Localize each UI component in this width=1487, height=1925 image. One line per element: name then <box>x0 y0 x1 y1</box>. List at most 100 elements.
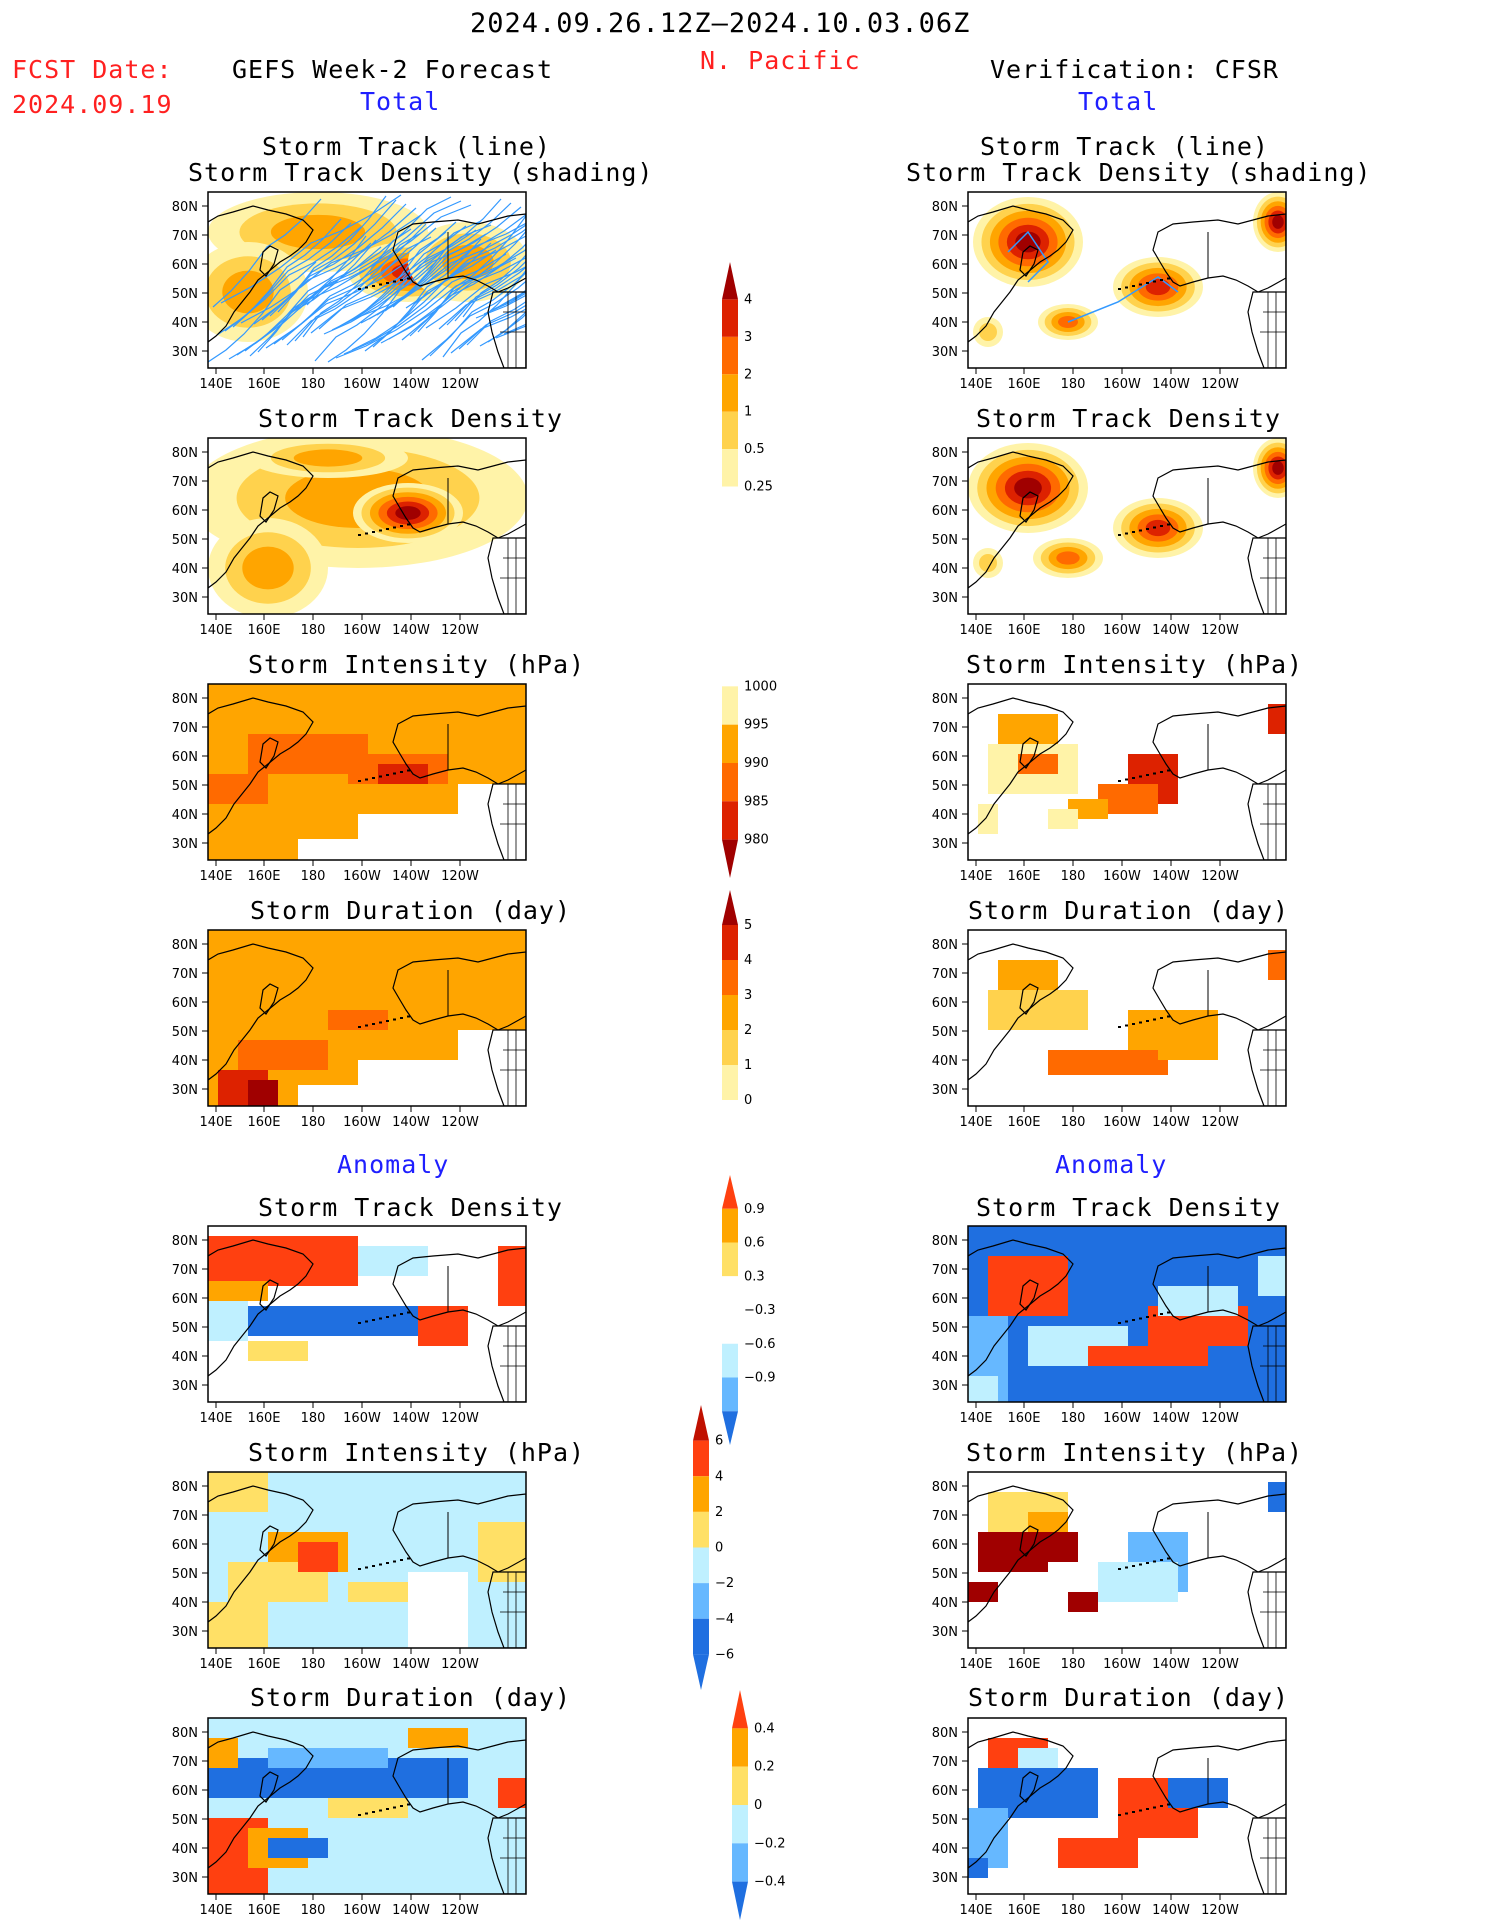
grid-cell <box>208 1602 268 1648</box>
storm-track-line <box>462 254 526 318</box>
lon-label: 160W <box>343 1657 381 1672</box>
lon-label: 180 <box>1061 869 1086 884</box>
lon-label: 140W <box>1152 1903 1190 1918</box>
lon-label: 160W <box>1103 869 1141 884</box>
coastline <box>1019 491 1039 523</box>
lon-label: 140W <box>392 869 430 884</box>
lat-label: 40N <box>172 1350 198 1365</box>
storm-track-line <box>208 261 317 363</box>
island <box>379 1021 382 1024</box>
lon-label: 160W <box>343 1411 381 1426</box>
right-track-shading-title: Storm Track Density (shading) <box>906 158 1372 187</box>
lat-label: 80N <box>172 1234 198 1249</box>
island <box>1125 1812 1128 1815</box>
island <box>1139 1563 1142 1566</box>
lon-label: 160W <box>1103 377 1141 392</box>
lon-label: 140E <box>959 1411 992 1426</box>
island <box>1132 1023 1135 1025</box>
coastline <box>1019 737 1039 769</box>
lon-label: 120W <box>441 869 479 884</box>
lon-label: 180 <box>1061 377 1086 392</box>
grid-cell <box>498 1246 526 1306</box>
lon-label: 140E <box>959 1657 992 1672</box>
right-duration-panel: 80N 70N 60N 50N 40N 30N 140E 160E 180 160W 140W 120… <box>932 929 1287 1130</box>
coastline <box>392 213 526 293</box>
lon-label: 160W <box>343 377 381 392</box>
lat-label: 40N <box>932 1842 958 1857</box>
island <box>1125 1566 1128 1569</box>
lon-label: 160W <box>1103 623 1141 638</box>
coastline <box>968 205 1074 343</box>
lat-label: 30N <box>172 1871 198 1886</box>
left-duration-anom-panel-field <box>208 1718 526 1894</box>
island <box>1132 531 1135 533</box>
storm-track-line <box>331 229 477 331</box>
forecast-period: 2024.09.26.12Z–2024.10.03.06Z <box>470 8 971 39</box>
island <box>372 777 375 779</box>
density-shading <box>1272 461 1284 475</box>
storm-track-line <box>323 233 487 335</box>
lon-label: 160W <box>1103 1657 1141 1672</box>
grid-cell <box>208 1281 268 1301</box>
lon-label: 140E <box>199 623 232 638</box>
map-frame <box>967 1717 1287 1895</box>
storm-track-line <box>458 304 526 350</box>
grid-cell <box>208 1236 358 1286</box>
grid-cell <box>418 1306 468 1346</box>
island <box>393 772 396 775</box>
grid-cell <box>268 1838 328 1858</box>
lon-label: 140E <box>959 377 992 392</box>
right-duration-panel-field <box>968 930 1286 1106</box>
grid-cell <box>1058 1838 1138 1868</box>
island <box>365 778 368 781</box>
island <box>1139 529 1142 532</box>
island <box>1153 772 1156 775</box>
left-track-panel-field <box>208 192 526 368</box>
lon-label: 120W <box>1201 1903 1239 1918</box>
right-intensity-anom-panel: 80N 70N 60N 50N 40N 30N 140E 160E 180 160W 140W 120… <box>932 1471 1287 1672</box>
storm-track-line <box>409 230 526 337</box>
lat-label: 30N <box>932 1083 958 1098</box>
coastline <box>208 943 314 1081</box>
storm-track-line <box>442 269 526 358</box>
storm-track-line <box>277 195 387 313</box>
storm-track-line <box>503 323 526 335</box>
lon-label: 140E <box>199 1657 232 1672</box>
left-track-line-title: Storm Track (line) <box>262 132 551 161</box>
island <box>393 280 396 283</box>
storm-track-line <box>212 198 322 308</box>
left-total-label: Total <box>360 87 441 116</box>
lat-label: 70N <box>172 721 198 736</box>
lon-label: 160W <box>1103 1115 1141 1130</box>
right-intensity-title: Storm Intensity (hPa) <box>966 650 1304 679</box>
coastline <box>208 1485 314 1623</box>
island <box>1132 1811 1135 1813</box>
island <box>372 285 375 287</box>
left-duration-anom-panel: 80N 70N 60N 50N 40N 30N 140E 160E 180 160W 140W 120… <box>172 1717 527 1918</box>
lon-label: 120W <box>1201 869 1239 884</box>
left-duration-title: Storm Duration (day) <box>250 896 572 925</box>
right-intensity-anom-title: Storm Intensity (hPa) <box>966 1438 1304 1467</box>
island <box>358 1814 361 1816</box>
map-frame <box>967 191 1287 369</box>
lon-label: 140W <box>1152 869 1190 884</box>
coastline <box>208 1239 314 1377</box>
island <box>400 771 403 773</box>
island <box>358 288 361 290</box>
lon-label: 120W <box>1201 1657 1239 1672</box>
lon-label: 120W <box>441 623 479 638</box>
island <box>1153 526 1156 529</box>
lon-label: 180 <box>1061 623 1086 638</box>
coastline <box>208 451 314 589</box>
lat-label: 40N <box>932 1054 958 1069</box>
lat-label: 50N <box>172 533 198 548</box>
island <box>407 769 410 772</box>
left-intensity-anom-title: Storm Intensity (hPa) <box>248 1438 586 1467</box>
island <box>372 1565 375 1567</box>
left-intensity-title: Storm Intensity (hPa) <box>248 650 586 679</box>
lon-label: 120W <box>441 377 479 392</box>
island <box>1160 1313 1163 1315</box>
lat-label: 70N <box>932 1509 958 1524</box>
lon-label: 160E <box>1007 1903 1040 1918</box>
lon-label: 160W <box>343 1115 381 1130</box>
